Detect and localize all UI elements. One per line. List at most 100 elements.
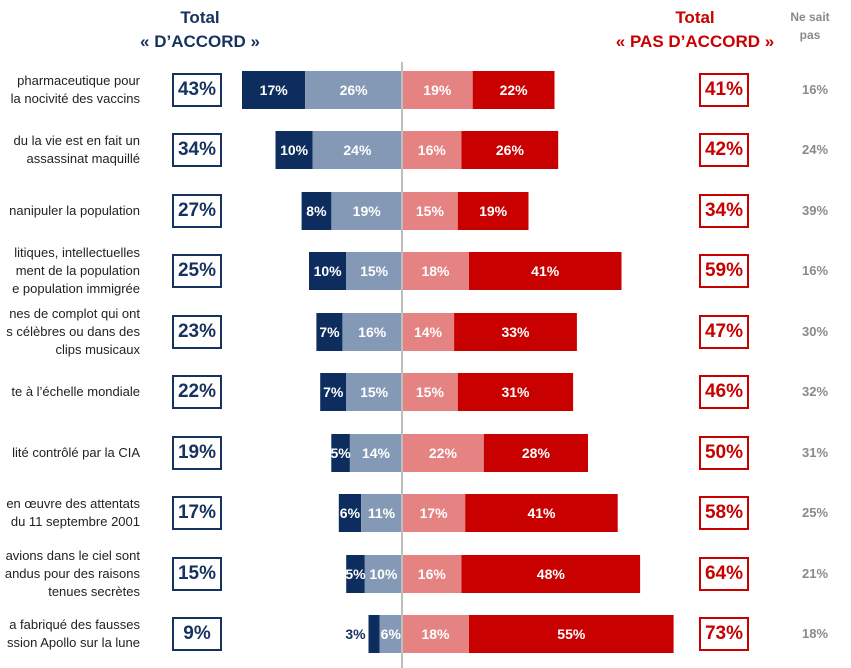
total-disagree-value: 47%	[699, 315, 749, 349]
total-disagree-value: 64%	[699, 557, 749, 591]
row-label: en œuvre des attentats du 11 septembre 2…	[6, 496, 140, 529]
bar-segment-label: 10%	[280, 142, 309, 158]
total-disagree-header-line2: « PAS D’ACCORD »	[615, 32, 775, 51]
bar-segment-tout-a-fait-daccord	[320, 373, 347, 411]
total-disagree-header-line1: Total	[675, 8, 715, 27]
bar-segment-label: 15%	[360, 384, 389, 400]
bar-segment-label: 41%	[527, 505, 556, 521]
total-disagree-value: 50%	[699, 436, 749, 470]
bar-segment-plutot-daccord	[364, 555, 402, 593]
bar-segment-pas-du-tout-daccord	[457, 192, 529, 230]
bar-segment-label: 7%	[323, 384, 344, 400]
row-label: nes de complot qui ont s célèbres ou dan…	[6, 306, 140, 357]
bar-segment-tout-a-fait-daccord	[242, 71, 306, 109]
bar-segment-label: 11%	[368, 505, 396, 521]
bar-segment-label: 26%	[340, 82, 369, 98]
bar-segment-plutot-pas-daccord	[402, 555, 462, 593]
bar-segment-plutot-daccord	[331, 192, 402, 230]
bar-segment-tout-a-fait-daccord	[316, 313, 343, 351]
total-disagree-value: 42%	[699, 133, 749, 167]
bar-segment-label: 14%	[414, 324, 443, 340]
bar-segment-plutot-pas-daccord	[402, 131, 462, 169]
bar-segment-label: 7%	[319, 324, 340, 340]
bar-segment-label: 17%	[260, 82, 289, 98]
dontknow-value: 18%	[801, 626, 829, 641]
bar-segment-tout-a-fait-daccord	[338, 494, 362, 532]
bar-segment-pas-du-tout-daccord	[472, 71, 555, 109]
total-agree-value: 22%	[172, 375, 222, 409]
bar-segment-label: 19%	[479, 203, 508, 219]
bar-segment-plutot-pas-daccord	[402, 252, 469, 290]
bar-segment-plutot-daccord	[379, 615, 402, 653]
dontknow-value: 25%	[801, 505, 829, 520]
total-agree-value: 25%	[172, 254, 222, 288]
bar-segment-label: 16%	[418, 566, 447, 582]
total-agree-header-line1: Total	[180, 8, 220, 27]
bar-segment-pas-du-tout-daccord	[469, 252, 622, 290]
dontknow-value: 21%	[801, 566, 829, 581]
bar-segment-plutot-daccord	[342, 313, 402, 351]
total-agree-value: 27%	[172, 194, 222, 228]
row-label: lité contrôlé par la CIA	[12, 445, 140, 460]
bar-segment-label: 22%	[500, 82, 529, 98]
row-label: pharmaceutique pour la nocivité des vacc…	[10, 73, 140, 106]
row-label: du la vie est en fait un assassinat maqu…	[13, 133, 140, 166]
bar-segment-label: 16%	[358, 324, 387, 340]
total-disagree-value: 46%	[699, 375, 749, 409]
bar-segment-label: 26%	[496, 142, 525, 158]
row-label: avions dans le ciel sont andus pour des …	[4, 548, 140, 599]
total-agree-value: 19%	[172, 436, 222, 470]
total-disagree-value: 34%	[699, 194, 749, 228]
bar-segment-pas-du-tout-daccord	[469, 615, 674, 653]
bar-segment-plutot-daccord	[312, 131, 402, 169]
total-disagree-header: Total « PAS D’ACCORD »	[600, 6, 790, 54]
bar-segment-label: 18%	[421, 263, 450, 279]
dontknow-value: 16%	[801, 82, 829, 97]
bar-segment-plutot-pas-daccord	[402, 494, 466, 532]
dontknow-value: 31%	[801, 445, 829, 460]
bar-segment-label: 10%	[314, 263, 343, 279]
bar-segment-label: 17%	[420, 505, 449, 521]
bar-segment-label: 16%	[418, 142, 447, 158]
bar-segment-pas-du-tout-daccord	[454, 313, 577, 351]
bar-segment-label: 14%	[362, 445, 391, 461]
total-agree-value: 9%	[172, 617, 222, 651]
bar-segment-label: 22%	[429, 445, 458, 461]
bar-segment-tout-a-fait-daccord	[309, 252, 347, 290]
total-agree-value: 43%	[172, 73, 222, 107]
bar-segment-label: 19%	[423, 82, 452, 98]
bar-segment-plutot-pas-daccord	[402, 615, 469, 653]
bar-segment-label: 15%	[416, 384, 445, 400]
bar-segment-plutot-daccord	[346, 373, 402, 411]
bar-segment-label: 15%	[360, 263, 389, 279]
bar-segment-plutot-pas-daccord	[402, 313, 455, 351]
dontknow-value: 32%	[801, 384, 829, 399]
bar-segment-plutot-pas-daccord	[402, 71, 473, 109]
dontknow-header-line2: pas	[799, 28, 821, 42]
bar-segment-pas-du-tout-daccord	[461, 555, 641, 593]
bar-segment-label: 10%	[369, 566, 398, 582]
bar-segment-label: 18%	[421, 626, 450, 642]
dontknow-value: 24%	[801, 142, 829, 157]
total-agree-header-line2: « D’ACCORD »	[140, 32, 260, 51]
bar-segment-pas-du-tout-daccord	[465, 494, 618, 532]
bar-segment-plutot-daccord	[346, 252, 402, 290]
bar-segment-pas-du-tout-daccord	[461, 131, 559, 169]
bar-segment-tout-a-fait-daccord	[301, 192, 332, 230]
bar-segment-tout-a-fait-daccord	[368, 615, 380, 653]
total-disagree-value: 58%	[699, 496, 749, 530]
bar-segment-label: 19%	[353, 203, 382, 219]
bar-segment-label: 28%	[522, 445, 551, 461]
bar-segment-plutot-pas-daccord	[402, 434, 484, 472]
bar-segment-tout-a-fait-daccord	[346, 555, 365, 593]
bar-segment-plutot-daccord	[305, 71, 402, 109]
row-label: a fabriqué des fausses ssion Apollo sur …	[7, 617, 140, 650]
dontknow-header-line1: Ne sait	[790, 10, 830, 24]
dontknow-value: 30%	[801, 324, 829, 339]
bar-segment-label: 5%	[345, 566, 366, 582]
row-label: litiques, intellectuelles ment de la pop…	[12, 245, 140, 296]
bar-segment-plutot-pas-daccord	[402, 373, 458, 411]
bar-segment-plutot-daccord	[349, 434, 402, 472]
total-disagree-value: 41%	[699, 73, 749, 107]
